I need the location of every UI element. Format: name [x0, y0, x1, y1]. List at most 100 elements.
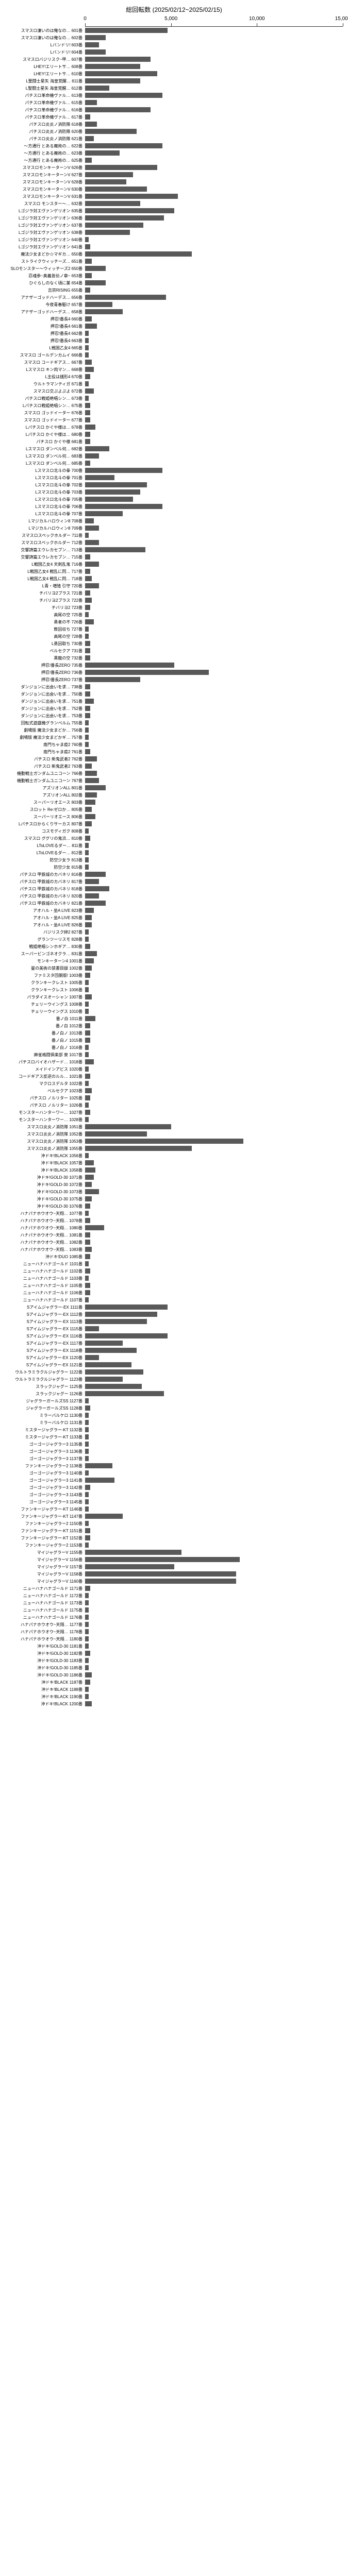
row-label: スマスロ コードギアス… 667番	[5, 360, 85, 365]
bar-row: スマスロモンキーターンV 631番	[5, 193, 343, 200]
row-label: Lマジカルハロウィン8 708番	[5, 518, 85, 524]
bar	[85, 129, 137, 134]
bar-row: 番ノ白ノ 1016番	[5, 1044, 343, 1051]
bar-row: Lスマスロ北斗の拳 705番	[5, 496, 343, 503]
bar	[85, 1225, 104, 1230]
bar-row: 忍魂参~奥義皆伝ノ章~ 653番	[5, 272, 343, 279]
bar-row: 沖ドキ!GOLD-30 1186番	[5, 1671, 343, 1679]
bar	[85, 1478, 114, 1483]
row-label: ミスタージャグラー-KT 1132番	[5, 1427, 85, 1433]
bar	[85, 1434, 89, 1439]
bar	[85, 958, 94, 963]
bar-row: Lスマスロ北斗の拳 706番	[5, 503, 343, 510]
bar	[85, 670, 209, 675]
row-label: 敗因収ち 727番	[5, 626, 85, 632]
bar	[85, 641, 90, 646]
bar-row: スマスロモンキーターンV 628番	[5, 178, 343, 185]
bar-row: ファンキージャグラー-KT 1151番	[5, 1527, 343, 1534]
bar	[85, 489, 140, 495]
bar	[85, 1146, 192, 1151]
bar	[85, 360, 92, 365]
bar-row: コスモディガク 808番	[5, 827, 343, 835]
bar-row: Lパチスロ戦姫絶唱シン… 675番	[5, 402, 343, 409]
bar-row: Sアイムジャグラー-EX 1117番	[5, 1340, 343, 1347]
bar-row: Lスマスロ北斗の拳 700番	[5, 467, 343, 474]
row-label: バジリスク絆2 827番	[5, 929, 85, 935]
bar	[85, 367, 94, 372]
bar	[85, 713, 90, 718]
bar-row: 沖ドキ!GOLD-30 1072番	[5, 1181, 343, 1188]
bar-row: ファンキージャグラー-KT 1147番	[5, 1513, 343, 1520]
bar	[85, 1521, 89, 1526]
bar	[85, 1095, 90, 1100]
bar	[85, 727, 89, 733]
bar-row: ゴーゴージャグラー3 1142番	[5, 1484, 343, 1491]
bar-row: ミスタージャグラー-KT 1132番	[5, 1426, 343, 1433]
bar-row: パチスロ 甲鉄城のカバネリ 818番	[5, 885, 343, 892]
row-label: ミラーバルケロ 1130番	[5, 1413, 85, 1418]
bar-row: LHEY!エリートサ… 610番	[5, 70, 343, 77]
bar	[85, 1016, 95, 1021]
bar-row: 敗因収ち 727番	[5, 625, 343, 633]
row-label: ミスタージャグラー-KT 1133番	[5, 1434, 85, 1440]
bar-row: Sアイムジャグラー-EX 1116番	[5, 1332, 343, 1340]
bar-row: 番ノ白 1011番	[5, 1015, 343, 1022]
bar	[85, 42, 99, 47]
bar	[85, 663, 174, 668]
bar	[85, 1059, 94, 1064]
bar	[85, 504, 162, 509]
bar-row: ゴーゴージャグラー3 1145番	[5, 1498, 343, 1505]
bar	[85, 994, 92, 999]
bar-row: L戦国乙女4 天剣乱鬼 716番	[5, 561, 343, 568]
row-label: 番ノ白 1012番	[5, 1023, 85, 1029]
bar	[85, 172, 133, 177]
row-label: ハナパナホウオウ~天翔… 1082番	[5, 1240, 85, 1245]
row-label: 〜方通行 とある魔術の… 622番	[5, 143, 85, 149]
row-label: 沖ドキ!DUO 1085番	[5, 1254, 85, 1260]
bar	[85, 237, 89, 242]
bar-row: ハナパナホウオウ~天翔… 1178番	[5, 1628, 343, 1635]
bar-row: ゴーゴージャグラー3 1137番	[5, 1455, 343, 1462]
row-label: 高尾の空 725番	[5, 612, 85, 618]
row-label: Lゴジラ対エヴァンゲリオン 640番	[5, 237, 85, 243]
row-label: 押忍!番長4 662番	[5, 331, 85, 336]
bar-row: ニューハナハナゴールド 1173番	[5, 1599, 343, 1606]
bar-row: ミラーバルケロ 1130番	[5, 1412, 343, 1419]
row-label: Sアイムジャグラー-EX 1112番	[5, 1312, 85, 1317]
bar	[85, 626, 89, 632]
row-label: 沖ドキ!GOLD-30 1181番	[5, 1643, 85, 1649]
bar	[85, 1600, 89, 1605]
bar-row: 今夜青春駆け 657番	[5, 301, 343, 308]
row-label: ダンジョンに出会いを求… 752番	[5, 706, 85, 711]
bar-row: マイジャグラーV 1156番	[5, 1556, 343, 1563]
bar	[85, 158, 92, 163]
bar	[85, 1023, 90, 1028]
bar-row: 沖ドキ!BLACK 1187番	[5, 1679, 343, 1686]
row-label: 南門ちゃま疫2 760番	[5, 742, 85, 748]
bar-row: ファンキージャグラー2 1150番	[5, 1520, 343, 1527]
bar	[85, 547, 145, 552]
bar	[85, 792, 97, 798]
row-label: スロット Re:ゼロか… 805番	[5, 807, 85, 812]
row-label: メイドインアビス 1020番	[5, 1066, 85, 1072]
bar	[85, 388, 94, 394]
bar	[85, 980, 89, 985]
bar-row: L青・増殖 引守 720番	[5, 582, 343, 589]
row-label: LToLOVEるダー… 811番	[5, 843, 85, 849]
row-label: Lパチスロ戦姫絶唱シン… 675番	[5, 403, 85, 409]
row-label: チバリヨ2 723番	[5, 605, 85, 611]
row-label: ゴーゴージャグラー3 1136番	[5, 1449, 85, 1454]
bar	[85, 251, 192, 257]
row-label: 忍魂参~奥義皆伝ノ章~ 653番	[5, 273, 85, 279]
bar-row: スマスロ凄いのは俺なの… 602番	[5, 34, 343, 41]
bar-row: SLOモンスター〜ウィッチーズ2 650番	[5, 265, 343, 272]
row-label: スーパーリオエース 803番	[5, 800, 85, 805]
bar-row: Lスマスロ北斗の拳 707番	[5, 510, 343, 517]
bar	[85, 1391, 164, 1396]
bar	[85, 1405, 90, 1411]
bar-row: ハナパナホウオウ~天翔… 1078番	[5, 1217, 343, 1224]
row-label: パチスロ かぐや様 681番	[5, 439, 85, 445]
bar	[85, 1506, 89, 1512]
bar-row: 機動戦士ガンダムユニコーン 767番	[5, 777, 343, 784]
bar-row: マクロスデルタ 1022番	[5, 1080, 343, 1087]
